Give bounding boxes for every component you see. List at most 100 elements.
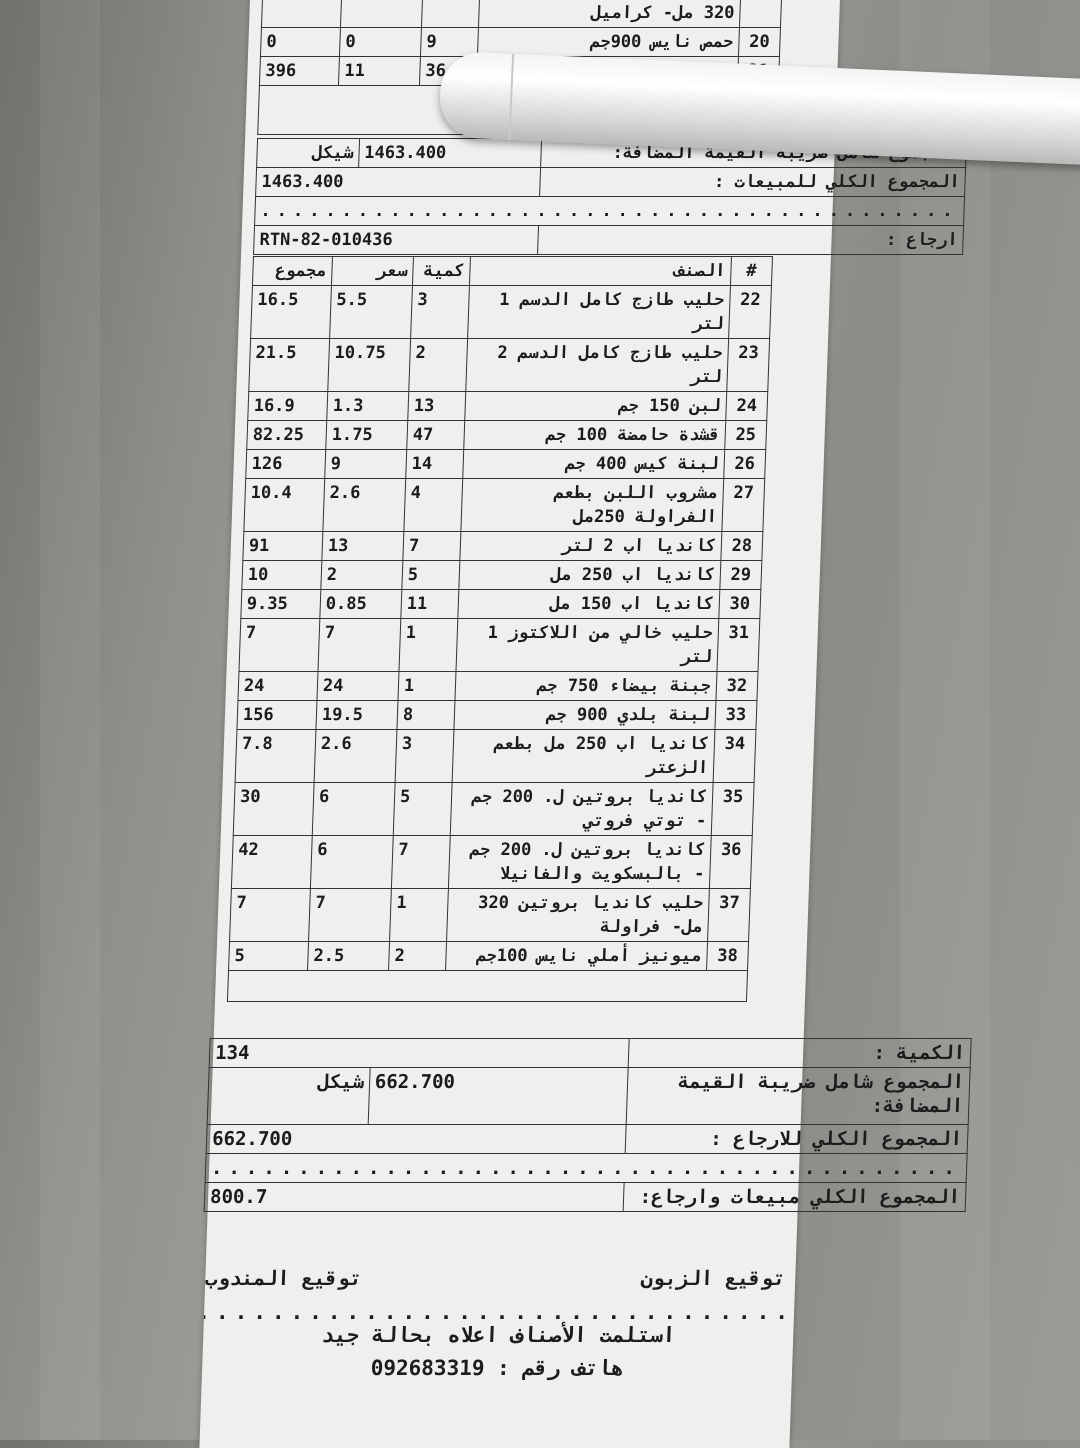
dotted-separator: ........................................… [254, 196, 965, 226]
header-qty: كمية [412, 256, 471, 286]
cell-index: 35 [711, 782, 755, 836]
table-row: 34 كانديا اب 250 مل بطعم الزعتر 3 2.6 7.8 [235, 729, 756, 783]
cell-index: 33 [714, 700, 757, 730]
cell-total: 21.5 [248, 338, 330, 392]
cell-total: 7 [229, 888, 311, 942]
cell-price: 6 [310, 835, 394, 889]
grand-total-value: 1463.400 [255, 167, 541, 197]
cell-price: 5.5 [329, 285, 413, 339]
cell-qty: 3 [395, 729, 454, 783]
phone-value: 092683319 [370, 1356, 485, 1380]
cell-total: 7 [238, 618, 320, 672]
cell-total: 396 [259, 56, 340, 86]
cell-total: 42 [231, 835, 313, 889]
cell-qty: 11 [400, 589, 459, 619]
return-total-value: 662.700 [206, 1124, 626, 1154]
cell-name: حليب طازج كامل الدسم 2 لتر [465, 338, 729, 392]
cell-total: 9.35 [240, 589, 321, 619]
cell-qty: 47 [406, 420, 465, 450]
table-row: 28 كانديا اب 2 لتر 7 13 91 [242, 531, 763, 561]
table-row: 37 حليب كانديا بروتين 320 مل- فراولة 1 7 7 [229, 888, 751, 942]
cell-price: 6 [312, 782, 396, 836]
cell-index: 34 [713, 729, 756, 783]
cell-price: 2 [320, 560, 403, 590]
cell-total: 91 [242, 531, 323, 561]
header-total: مجموع [252, 256, 333, 286]
cell-name: حليب طازج كامل الدسم 1 لتر [467, 285, 731, 339]
cell-qty: 13 [407, 391, 466, 421]
cell-qty: 7 [391, 835, 451, 889]
cell-total: 126 [245, 449, 326, 479]
net-total-value: 800.7 [204, 1182, 624, 1212]
cell-index: 31 [716, 618, 760, 672]
return-vat-total-value: 662.700 [367, 1067, 628, 1125]
cell-name: كانديا اب 150 مل [457, 589, 720, 619]
cell-index: 24 [725, 391, 768, 421]
cell-index [739, 0, 782, 28]
dotted-separator: ........................................… [203, 1300, 795, 1324]
table-row: 24 لبن 150 جم 13 1.3 16.9 [247, 391, 768, 421]
cell-name: قشدة حامضة 100 جم [463, 420, 726, 450]
cell-qty: 5 [393, 782, 453, 836]
cell-total: 7.8 [235, 729, 316, 783]
table-row: 20 حمص نايس 900جم 9 0 0 [260, 27, 781, 57]
cell-qty: 1 [389, 888, 449, 942]
currency: شيكل [256, 138, 360, 168]
cell-name: كانديا بروتين ل. 200 جم - توتي فروتي [450, 782, 714, 836]
cell-index: 36 [709, 835, 753, 889]
table-row: 320 مل- كراميل [261, 0, 782, 28]
cell-price: 1.75 [325, 420, 408, 450]
table-row: 25 قشدة حامضة 100 جم 47 1.75 82.25 [246, 420, 767, 450]
cell-total: 10.4 [243, 478, 325, 532]
cell-total: 5 [228, 941, 309, 971]
table-row: 26 لبنة كيس 400 جم 14 9 126 [245, 449, 766, 479]
cell-price: 1.3 [326, 391, 409, 421]
cell-name: حليب خالي من اللاكتوز 1 لتر [455, 618, 719, 672]
cell-index: 28 [720, 531, 763, 561]
cell-total: 16.9 [247, 391, 328, 421]
cell-qty [421, 0, 480, 28]
net-total-label: المجموع الكلي مبيعات وارجاع: [622, 1182, 967, 1212]
cell-total: 16.5 [250, 285, 332, 339]
table-row: 36 كانديا بروتين ل. 200 جم - بالبسكويت وا… [231, 835, 753, 889]
cell-price: 2.6 [314, 729, 397, 783]
cell-qty: 5 [401, 560, 460, 590]
cell-total: 156 [236, 700, 317, 730]
return-label: ارجاع : [537, 225, 964, 255]
table-row: 33 لبنة بلدي 900 جم 8 19.5 156 [236, 700, 757, 730]
table-row: 30 كانديا اب 150 مل 11 0.85 9.35 [240, 589, 761, 619]
cell-index: 27 [721, 478, 765, 532]
cell-name: لبنة بلدي 900 جم [453, 700, 716, 730]
cell-price: 0 [339, 27, 422, 57]
cell-qty: 8 [396, 700, 455, 730]
cell-index: 37 [707, 888, 751, 942]
table-row: 35 كانديا بروتين ل. 200 جم - توتي فروتي 5 6… [233, 782, 755, 836]
cell-index: 32 [715, 671, 758, 701]
cell-qty: 2 [408, 338, 468, 392]
cell-name: مشروب اللبن بطعم الفراولة 250مل [460, 478, 724, 532]
cell-price: 7 [317, 618, 401, 672]
cell-index: 25 [724, 420, 767, 450]
return-vat-total-label: المجموع شامل ضريبة القيمة المضافة: [625, 1067, 971, 1125]
cell-price: 7 [308, 888, 392, 942]
cell-name: 320 مل- كراميل [478, 0, 741, 28]
sales-summary: المجموع شامل ضريبة القيمة المضافة: 1463.… [253, 138, 967, 255]
received-note: استلمت الأصناف اعلاه بحالة جيد [320, 1323, 676, 1347]
cell-total: 24 [237, 671, 318, 701]
cell-name: كانديا اب 2 لتر [459, 531, 722, 561]
return-currency: شيكل [207, 1067, 370, 1125]
dotted-separator: ........................................… [205, 1153, 968, 1183]
return-summary: الكمية : 134 المجموع شامل ضريبة القيمة ا… [204, 1038, 972, 1212]
cell-index: 23 [726, 338, 770, 392]
header-name: الصنف [469, 256, 732, 286]
cell-price: 0.85 [319, 589, 402, 619]
cell-name: حليب كانديا بروتين 320 مل- فراولة [446, 888, 710, 942]
return-number: RTN-82-010436 [253, 225, 539, 255]
table-row: 29 كانديا اب 250 مل 5 2 10 [241, 560, 762, 590]
cell-name: كانديا بروتين ل. 200 جم - بالبسكويت والف… [448, 835, 712, 889]
cell-price: 9 [324, 449, 407, 479]
surface-reflection [40, 0, 100, 1440]
table-header: # الصنف كمية سعر مجموع [252, 256, 773, 286]
cell-total: 10 [241, 560, 322, 590]
cell-index: 38 [706, 941, 749, 971]
